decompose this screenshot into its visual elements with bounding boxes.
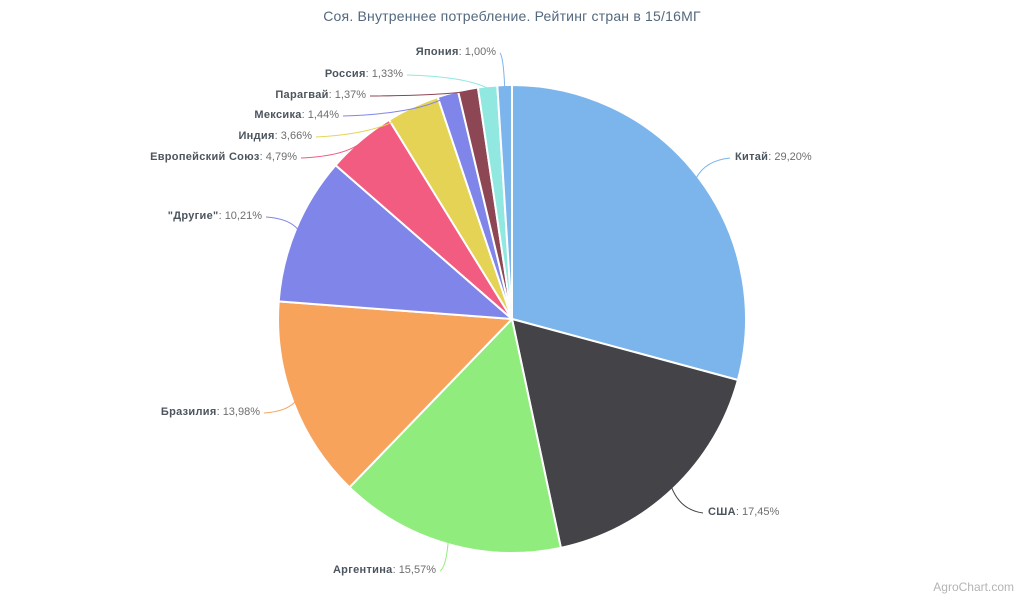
label-connector-7 — [342, 95, 449, 117]
slice-label-3: Бразилия: 13,98% — [161, 406, 260, 419]
slice-name: США — [708, 506, 736, 518]
label-separator: : — [328, 89, 335, 101]
label-separator: : — [365, 68, 372, 80]
label-separator: : — [259, 151, 266, 163]
slice-name: Парагвай — [275, 89, 329, 101]
slice-label-8: Парагвай: 1,37% — [275, 89, 366, 102]
slice-label-6: Индия: 3,66% — [238, 130, 312, 143]
label-connector-3 — [263, 401, 296, 414]
slice-label-2: Аргентина: 15,57% — [333, 564, 436, 577]
label-separator: : — [392, 564, 399, 576]
label-separator: : — [458, 46, 465, 58]
slice-label-5: Европейский Союз: 4,79% — [150, 151, 297, 164]
slice-name: Россия — [324, 68, 366, 80]
slice-value: 29,20% — [774, 151, 812, 163]
label-separator: : — [735, 506, 742, 518]
slice-value: 10,21% — [224, 210, 262, 222]
slice-value: 4,79% — [265, 151, 297, 163]
slice-value: 3,66% — [280, 130, 312, 142]
slice-label-7: Мексика: 1,44% — [254, 109, 339, 122]
slice-name: "Другие" — [167, 210, 219, 222]
slice-value: 1,00% — [464, 46, 496, 58]
slice-name: Бразилия — [160, 406, 217, 418]
label-connector-5 — [300, 141, 363, 159]
slice-name: Китай — [735, 151, 769, 163]
pie-slice-0[interactable] — [511, 84, 747, 381]
label-separator: : — [768, 151, 775, 163]
label-connector-4 — [265, 216, 299, 230]
slice-value: 1,33% — [371, 68, 403, 80]
label-separator: : — [274, 130, 281, 142]
chart-title: Соя. Внутреннее потребление. Рейтинг стр… — [323, 8, 701, 24]
slice-value: 15,57% — [398, 564, 436, 576]
slice-label-0: Китай: 29,20% — [735, 151, 812, 164]
label-separator: : — [301, 109, 308, 121]
slice-value: 1,44% — [307, 109, 339, 121]
label-connector-0 — [695, 157, 731, 179]
slice-value: 13,98% — [222, 406, 260, 418]
pie-slice-4[interactable] — [277, 164, 513, 320]
slice-name: Индия — [238, 130, 275, 142]
slice-label-1: США: 17,45% — [708, 506, 779, 519]
label-connector-1 — [671, 487, 704, 514]
label-connector-6 — [315, 108, 414, 138]
label-connector-10 — [499, 52, 506, 88]
slice-label-10: Япония: 1,00% — [416, 46, 496, 59]
pie-slice-1[interactable] — [511, 318, 739, 549]
label-connector-9 — [406, 74, 489, 89]
watermark: AgroChart.com — [933, 580, 1014, 594]
pie-slice-3[interactable] — [277, 300, 513, 489]
slice-name: Япония — [415, 46, 459, 58]
slice-name: Мексика — [254, 109, 302, 121]
label-separator: : — [216, 406, 223, 418]
label-separator: : — [218, 210, 225, 222]
slice-label-9: Россия: 1,33% — [325, 68, 403, 81]
slice-label-4: "Другие": 10,21% — [168, 210, 262, 223]
label-connector-8 — [369, 90, 469, 97]
slice-value: 1,37% — [334, 89, 366, 101]
label-connector-2 — [439, 542, 449, 572]
slice-name: Аргентина — [332, 564, 393, 576]
slice-value: 17,45% — [741, 506, 780, 518]
slice-name: Европейский Союз — [150, 151, 260, 163]
